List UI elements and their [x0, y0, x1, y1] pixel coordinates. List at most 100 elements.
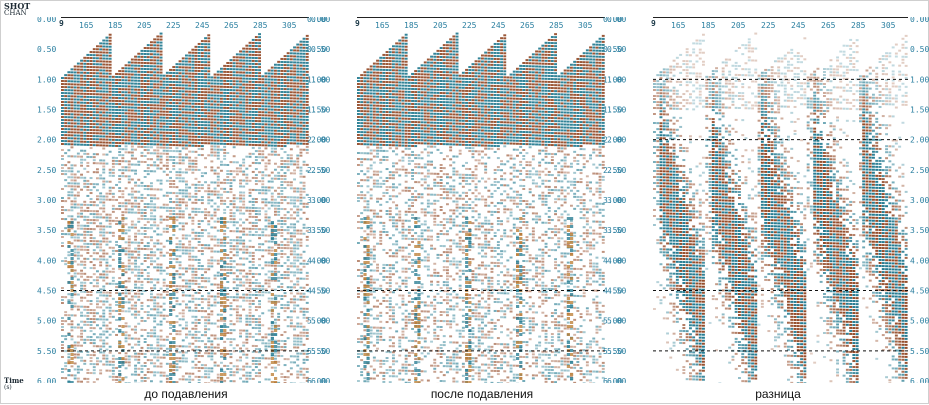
- trace-sample: [134, 197, 137, 199]
- trace-sample: [230, 185, 233, 187]
- trace-sample: [182, 195, 185, 197]
- trace-sample: [74, 98, 77, 100]
- trace-sample: [245, 54, 248, 56]
- trace-sample: [188, 79, 191, 81]
- trace-sample: [156, 131, 159, 133]
- trace-sample: [150, 278, 153, 280]
- trace-sample: [195, 151, 198, 153]
- trace-sample: [128, 265, 131, 267]
- trace-sample: [188, 247, 191, 249]
- trace-sample: [236, 236, 239, 238]
- trace-sample: [166, 252, 169, 254]
- trace-sample: [131, 143, 134, 145]
- trace-sample: [220, 381, 223, 383]
- trace-sample: [163, 129, 166, 131]
- trace-sample: [118, 82, 121, 84]
- trace-sample: [185, 193, 188, 195]
- trace-sample: [207, 64, 210, 66]
- trace-sample: [128, 211, 131, 213]
- trace-sample: [106, 139, 109, 141]
- trace-sample: [125, 103, 128, 105]
- trace-sample: [217, 86, 220, 88]
- trace-sample: [109, 307, 112, 309]
- trace-sample: [198, 298, 201, 300]
- trace-sample: [90, 324, 93, 326]
- trace-sample: [125, 211, 128, 213]
- trace-sample: [201, 229, 204, 231]
- trace-sample: [223, 305, 226, 308]
- trace-sample: [182, 96, 185, 98]
- trace-sample: [109, 121, 112, 123]
- trace-sample: [239, 209, 242, 211]
- trace-sample: [115, 121, 118, 123]
- trace-sample: [115, 79, 118, 81]
- trace-sample: [255, 324, 258, 326]
- trace-sample: [156, 227, 159, 229]
- trace-sample: [106, 265, 109, 267]
- trace-sample: [125, 175, 128, 177]
- trace-sample: [195, 277, 198, 279]
- trace-sample: [191, 220, 194, 222]
- trace-sample: [134, 56, 137, 58]
- trace-sample: [141, 89, 144, 91]
- trace-sample: [141, 80, 144, 82]
- trace-sample: [115, 85, 118, 87]
- trace-sample: [137, 254, 140, 256]
- trace-sample: [236, 251, 239, 253]
- trace-sample: [121, 285, 124, 288]
- trace-sample: [236, 62, 239, 64]
- trace-sample: [80, 72, 83, 74]
- trace-sample: [80, 114, 83, 116]
- trace-sample: [71, 176, 74, 178]
- trace-sample: [223, 98, 226, 100]
- trace-sample: [230, 188, 233, 190]
- trace-sample: [71, 329, 74, 331]
- trace-sample: [191, 58, 194, 60]
- trace-sample: [144, 188, 147, 190]
- trace-sample: [83, 114, 86, 116]
- trace-sample: [115, 136, 118, 138]
- trace-sample: [112, 250, 115, 252]
- trace-sample: [74, 185, 77, 187]
- trace-sample: [252, 225, 255, 227]
- trace-sample: [115, 301, 118, 303]
- trace-sample: [147, 266, 150, 268]
- trace-sample: [223, 309, 226, 312]
- trace-sample: [217, 326, 220, 328]
- trace-sample: [93, 210, 96, 212]
- trace-sample: [210, 166, 213, 168]
- trace-sample: [80, 141, 83, 143]
- trace-sample: [252, 138, 255, 140]
- trace-sample: [74, 68, 77, 70]
- trace-sample: [172, 144, 175, 146]
- trace-sample: [96, 123, 99, 125]
- trace-sample: [220, 285, 223, 288]
- trace-sample: [179, 303, 182, 305]
- trace-sample: [242, 228, 245, 230]
- trace-sample: [261, 117, 264, 119]
- trace-sample: [102, 121, 105, 123]
- trace-sample: [182, 234, 185, 236]
- trace-sample: [265, 333, 268, 335]
- trace-sample: [236, 101, 239, 103]
- trace-sample: [137, 119, 140, 121]
- trace-sample: [125, 202, 128, 204]
- trace-sample: [268, 112, 271, 114]
- trace-sample: [201, 187, 204, 189]
- trace-sample: [172, 138, 175, 140]
- trace-sample: [106, 121, 109, 123]
- trace-sample: [93, 237, 96, 239]
- trace-sample: [93, 69, 96, 71]
- trace-sample: [223, 155, 226, 157]
- trace-sample: [121, 229, 124, 232]
- trace-sample: [83, 315, 86, 317]
- trace-sample: [201, 55, 204, 57]
- trace-sample: [156, 53, 159, 55]
- trace-sample: [172, 132, 175, 134]
- trace-sample: [261, 156, 264, 158]
- trace-sample: [255, 135, 258, 137]
- trace-sample: [220, 217, 223, 220]
- trace-sample: [109, 109, 112, 111]
- trace-sample: [96, 360, 99, 362]
- trace-sample: [121, 166, 124, 168]
